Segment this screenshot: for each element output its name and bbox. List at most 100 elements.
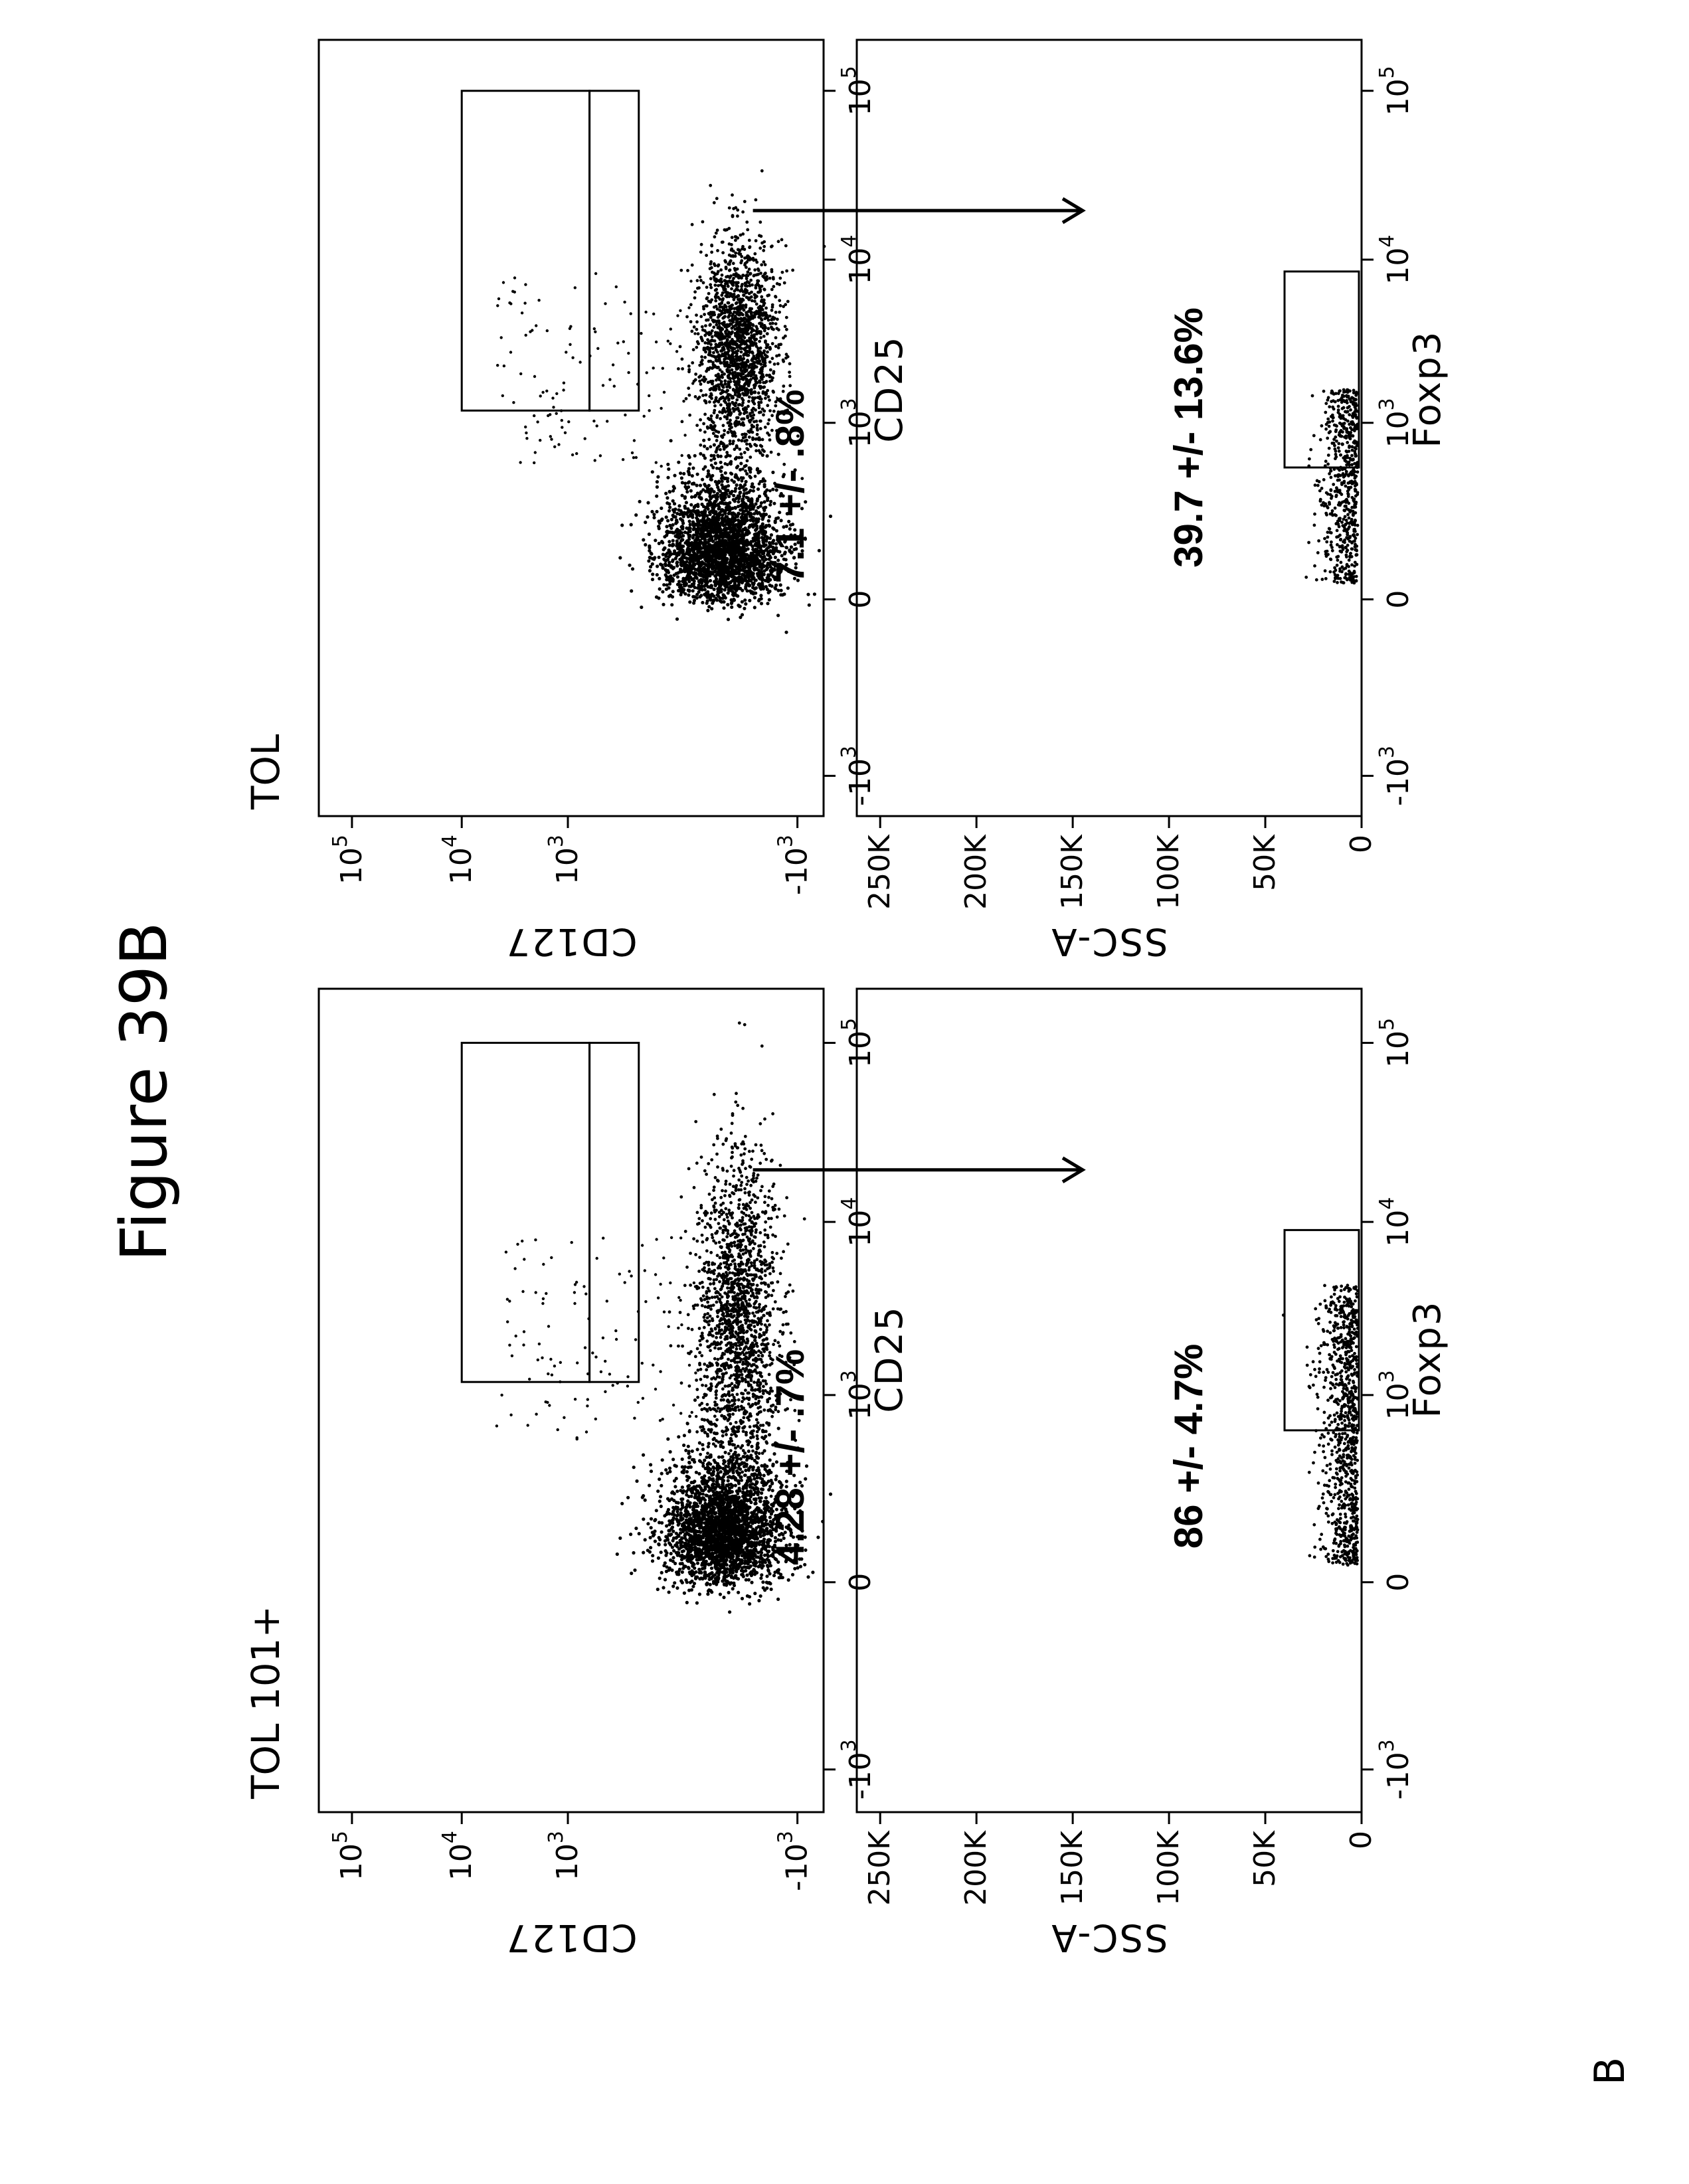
event-dot — [750, 1228, 753, 1232]
event-dot — [679, 1554, 682, 1557]
event-dot — [764, 1274, 767, 1277]
event-dot — [632, 1551, 635, 1554]
event-dot — [737, 1591, 740, 1594]
event-dot — [738, 1489, 741, 1493]
event-dot — [708, 1406, 711, 1410]
event-dot — [742, 1485, 745, 1489]
event-dot — [737, 1206, 741, 1209]
event-dot — [685, 1527, 688, 1530]
event-dot — [741, 1140, 745, 1143]
event-dot — [749, 1207, 752, 1210]
event-dot — [728, 1212, 731, 1215]
event-dot — [753, 1472, 756, 1475]
event-dot — [694, 1551, 697, 1554]
event-dot — [758, 1540, 762, 1543]
event-dot — [741, 1163, 744, 1166]
event-dot — [550, 1256, 553, 1259]
event-dot — [751, 1284, 754, 1287]
event-dot — [771, 1266, 774, 1270]
event-dot — [1353, 1352, 1356, 1355]
event-dot — [758, 1499, 762, 1503]
event-dot — [758, 1303, 761, 1306]
event-dot — [749, 1556, 753, 1560]
event-dot — [608, 1373, 611, 1375]
event-dot — [756, 1284, 759, 1287]
event-dot — [752, 1515, 755, 1518]
event-dot — [705, 1249, 709, 1252]
event-dot — [697, 1217, 701, 1220]
event-dot — [713, 1400, 717, 1404]
event-dot — [741, 1159, 745, 1163]
event-dot — [713, 1437, 716, 1440]
event-dot — [686, 1422, 689, 1424]
event-dot — [756, 1213, 760, 1217]
event-dot — [714, 1218, 717, 1221]
event-dot — [708, 1193, 711, 1196]
event-dot — [745, 1248, 748, 1251]
event-dot — [701, 1529, 705, 1533]
event-dot — [763, 1468, 766, 1471]
y-tick-label: 104 — [438, 1831, 478, 1881]
event-dot — [806, 1575, 810, 1578]
event-dot — [759, 1255, 762, 1258]
event-dot — [733, 1466, 736, 1469]
event-dot — [1340, 1476, 1344, 1479]
event-dot — [745, 1574, 749, 1577]
event-dot — [725, 1280, 729, 1283]
event-dot — [723, 1566, 726, 1570]
event-dot — [689, 1466, 693, 1469]
event-dot — [650, 1470, 653, 1473]
event-dot — [1356, 1459, 1359, 1462]
event-dot — [730, 1156, 733, 1159]
event-dot — [717, 1574, 721, 1577]
event-dot — [721, 1441, 725, 1444]
event-dot — [730, 1521, 733, 1524]
event-dot — [719, 1262, 723, 1266]
event-dot — [742, 1303, 745, 1306]
event-dot — [745, 1355, 748, 1359]
event-dot — [541, 1357, 543, 1359]
event-dot — [708, 1290, 711, 1293]
event-dot — [722, 1312, 725, 1315]
event-dot — [784, 1295, 787, 1298]
event-dot — [584, 1346, 586, 1349]
x-tick-label: -103 — [1376, 1739, 1415, 1800]
event-dot — [779, 1307, 782, 1311]
event-dot — [671, 1556, 675, 1559]
event-dot — [742, 1406, 745, 1410]
event-dot — [717, 1578, 720, 1581]
event-dot — [1323, 1483, 1326, 1487]
event-dot — [721, 1517, 724, 1521]
event-dot — [753, 1477, 756, 1481]
event-dot — [644, 1538, 647, 1541]
event-dot — [1338, 1495, 1342, 1499]
event-dot — [752, 1247, 755, 1250]
event-dot — [615, 1338, 618, 1341]
event-dot — [660, 1505, 663, 1508]
event-dot — [727, 1452, 731, 1456]
event-dot — [703, 1363, 706, 1366]
y-tick-label: 50K — [1248, 1830, 1282, 1887]
event-dot — [688, 1415, 691, 1418]
event-dot — [764, 1220, 767, 1224]
event-dot — [755, 1177, 758, 1180]
event-dot — [709, 1226, 713, 1229]
event-dot — [744, 1229, 747, 1232]
event-dot — [713, 1093, 716, 1096]
event-dot — [713, 1205, 716, 1209]
event-dot — [761, 1429, 764, 1432]
event-dot — [695, 1601, 699, 1604]
event-dot — [721, 1485, 725, 1488]
event-dot — [541, 1302, 544, 1305]
event-dot — [678, 1539, 681, 1542]
event-dot — [731, 1330, 734, 1333]
event-dot — [753, 1172, 756, 1175]
event-dot — [733, 1169, 736, 1172]
event-dot — [694, 1371, 697, 1374]
event-dot — [717, 1541, 720, 1545]
event-dot — [747, 1392, 750, 1395]
event-dot — [734, 1335, 737, 1339]
event-dot — [723, 1218, 726, 1221]
event-dot — [734, 1446, 737, 1450]
event-dot — [729, 1407, 732, 1410]
